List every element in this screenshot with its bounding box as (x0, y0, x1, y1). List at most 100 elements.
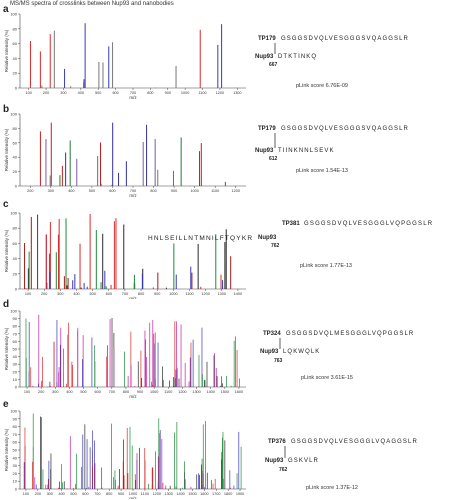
peak-annotation: · (30, 38, 31, 41)
y-tick-label: 40 (13, 256, 18, 261)
plink-score: pLink score 1.37E-12 (306, 485, 358, 491)
peak-annotation: · (40, 413, 41, 416)
x-tick-label: 400 (68, 189, 74, 193)
peak-annotation: · (214, 350, 215, 353)
y-tick-label: 90 (13, 316, 18, 321)
y-axis-label: Relative Intensity (%) (4, 29, 9, 72)
peak-annotation: · (138, 358, 139, 361)
peak-annotation: · (226, 226, 227, 229)
x-tick-label: 900 (118, 492, 124, 496)
peptide1-label: TP324 (263, 331, 281, 337)
x-tick-label: 200 (35, 492, 41, 496)
panel-c: c 0 20 40 60 80 100 100 200 300 400 500 600 700 800 900… (0, 199, 449, 301)
peak-annotation: · (176, 62, 177, 65)
y-tick-label: 100 (10, 409, 17, 414)
y-tick-label: 60 (13, 339, 18, 344)
crosslink-site: 612 (269, 156, 278, 162)
x-axis-label: m/z (129, 394, 137, 399)
peptide2-sequence: TIINKNNLSEVK (278, 148, 335, 154)
x-tick-label: 100 (24, 390, 30, 394)
peak-annotation: · (41, 414, 42, 417)
y-tick-label: 40 (13, 56, 18, 61)
x-tick-label: 200 (43, 91, 49, 95)
y-tick-label: 0 (15, 487, 18, 492)
y-tick-label: 30 (13, 362, 18, 367)
peak-annotation: · (25, 424, 26, 427)
y-tick-label: 0 (15, 184, 18, 189)
peak-annotation: · (80, 240, 81, 243)
crosslink-line (284, 446, 286, 458)
peak-annotation: · (103, 59, 104, 62)
x-tick-label: 1400 (206, 390, 214, 394)
peak-annotation: · (234, 337, 235, 340)
peak-annotation: · (30, 364, 31, 367)
y-tick-label: 100 (10, 309, 17, 314)
crosslink-site: 762 (279, 467, 288, 473)
y-tick-label: 30 (13, 463, 18, 468)
peak-annotation: · (28, 265, 29, 268)
x-tick-label: 400 (78, 91, 84, 95)
y-tick-label: 40 (13, 354, 18, 359)
y-tick-label: 0 (15, 86, 18, 91)
peak-annotation: · (90, 444, 91, 447)
x-tick-label: 1400 (234, 292, 242, 296)
peak-annotation: · (221, 449, 222, 452)
x-axis-label: m/z (129, 95, 137, 100)
y-tick-label: 60 (13, 241, 18, 246)
crosslink-site: 763 (274, 358, 283, 364)
x-axis-label: m/z (129, 296, 137, 299)
peak-annotation: · (113, 329, 114, 332)
y-tick-label: 20 (13, 369, 18, 374)
panel-e: e 0 10 20 30 40 50 60 70 80 90 100 100 200 300 400 500 60… (0, 399, 449, 500)
peak-annotation: · (144, 444, 145, 447)
x-tick-label: 400 (66, 390, 72, 394)
x-tick-label: 800 (123, 390, 129, 394)
x-tick-label: 500 (95, 91, 101, 95)
peak-annotation: · (176, 418, 177, 421)
peak-annotation: · (84, 421, 85, 424)
peak-annotation: · (155, 329, 156, 332)
peak-annotation: · (215, 231, 216, 234)
y-tick-label: 80 (13, 226, 18, 231)
peak-annotation: · (199, 148, 200, 151)
y-tick-label: 90 (13, 416, 18, 421)
panel-d: d 0 10 20 30 40 50 60 70 80 90 100 100 200 300 400 500 60… (0, 299, 449, 400)
x-tick-label: 900 (137, 390, 143, 394)
peptide1-label: TP376 (268, 439, 286, 445)
panel-b: b 0 20 40 60 80 100 200 300 400 500 600 700 800 900 100… (0, 104, 449, 205)
peak-annotation: · (162, 363, 163, 366)
peak-annotation: · (64, 65, 65, 68)
peak-annotation: · (31, 213, 32, 216)
peak-annotation: · (59, 364, 60, 367)
x-tick-label: 100 (26, 91, 32, 95)
x-tick-label: 1100 (211, 189, 219, 193)
panel-letter: a (3, 4, 9, 15)
y-tick-label: 10 (13, 479, 18, 484)
peak-annotation: · (221, 21, 222, 24)
peak-annotation: · (38, 311, 39, 314)
peak-annotation: · (238, 428, 239, 431)
peak-annotation: · (29, 318, 30, 321)
crosslink-site: 667 (269, 62, 278, 68)
peak-annotation: · (49, 250, 50, 253)
peak-annotation: · (158, 339, 159, 342)
x-tick-label: 1000 (150, 390, 158, 394)
peak-annotation: · (66, 215, 67, 218)
peak-annotation: · (54, 338, 55, 341)
peak-annotation: · (114, 218, 115, 221)
peptide2-sequence: HNLSEILLNTMNILFTQYKR (148, 235, 254, 242)
peak-annotation: · (159, 430, 160, 433)
peptide2-label: Nup93 (260, 349, 279, 355)
peptide1-sequence: GSGGSDVQLVESGGGSVQAGGSLR (281, 126, 409, 132)
peak-annotation: · (201, 140, 202, 143)
peptide1-sequence: GSGGSDVQLVESGGGLVQAGGSLR (291, 439, 418, 445)
peak-annotation: · (90, 210, 91, 213)
y-tick-label: 50 (13, 347, 18, 352)
plink-score: pLink score 1.77E-13 (300, 263, 352, 269)
peptide2-label: Nup93 (265, 458, 284, 464)
x-tick-label: 1200 (232, 189, 240, 193)
peak-annotation: · (155, 448, 156, 451)
x-tick-label: 1000 (190, 189, 198, 193)
x-tick-label: 200 (27, 189, 33, 193)
y-tick-label: 80 (13, 424, 18, 429)
